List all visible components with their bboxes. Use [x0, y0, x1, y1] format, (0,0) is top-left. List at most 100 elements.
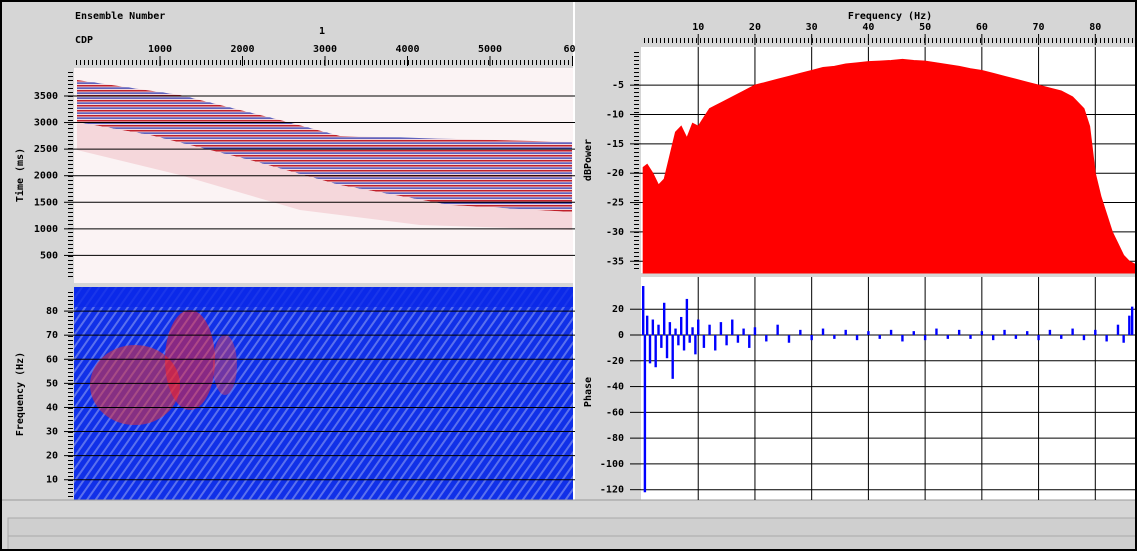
phase-bar [821, 328, 825, 336]
x-tick-label: 2000 [230, 44, 254, 55]
phase-bar [685, 298, 689, 336]
y-tick-label: 20 [46, 451, 58, 462]
phase-bar [748, 335, 751, 348]
phase-bar [677, 335, 680, 346]
x-axis-label: CDP [75, 35, 93, 46]
phase-bar [731, 319, 734, 336]
phase-bar [844, 329, 847, 336]
y-tick-label: 50 [46, 378, 58, 389]
phase-bar [1048, 329, 1052, 336]
phase-bar [1128, 315, 1131, 336]
phase-bar [642, 286, 645, 336]
ensemble-number: 1 [319, 26, 325, 37]
y-tick-label: 3500 [34, 91, 58, 102]
phase-bar [753, 327, 757, 336]
x-tick-label: 70 [1033, 22, 1045, 33]
header-label: Ensemble Number [75, 11, 165, 22]
phase-bar [946, 335, 950, 339]
x-tick-label: 80 [1089, 22, 1101, 33]
y-axis-label: Frequency (Hz) [15, 352, 26, 436]
y-tick-label: -20 [606, 356, 624, 367]
phase-bar [674, 328, 677, 336]
y-tick-label: 2500 [34, 144, 58, 155]
phase-bar [1003, 329, 1006, 336]
y-tick-label: 1500 [34, 197, 58, 208]
minor-ticks [644, 38, 1137, 43]
y-tick-label: 30 [46, 427, 58, 438]
phase-bar [645, 315, 649, 336]
phase-bar [855, 335, 859, 341]
y-tick-label: -120 [600, 485, 624, 496]
phase-bar [935, 328, 938, 336]
phase-bar [1026, 331, 1029, 336]
phase-bar [1037, 335, 1040, 341]
minor-ticks [634, 50, 639, 270]
phase-bar [742, 328, 745, 336]
phase-bar [901, 335, 904, 342]
y-tick-label: -100 [600, 459, 624, 470]
phase-bar [1122, 335, 1125, 343]
y-tick-label: -5 [612, 80, 624, 91]
y-tick-label: 10 [46, 475, 58, 486]
phase-panel [641, 277, 1137, 500]
phase-bar [957, 329, 961, 336]
y-tick-label: -10 [606, 110, 624, 121]
spectrogram-top [74, 287, 575, 307]
y-tick-label: -20 [606, 168, 624, 179]
y-axis-label: dBPower [583, 139, 594, 181]
spectrogram-hotspot [90, 345, 180, 425]
y-tick-label: -80 [606, 433, 624, 444]
y-tick-label: 0 [618, 330, 624, 341]
y-tick-label: 2000 [34, 171, 58, 182]
x-tick-label: 3000 [313, 44, 337, 55]
phase-bar [691, 327, 694, 336]
spectrogram-hotspot [165, 310, 215, 410]
phase-bar [787, 335, 791, 343]
phase-bar [799, 329, 802, 336]
y-tick-label: 60 [46, 354, 58, 365]
phase-bar [657, 324, 660, 336]
phase-bar [867, 331, 870, 336]
phase-bar [654, 335, 657, 368]
phase-bar [697, 319, 700, 336]
phase-bar [682, 335, 686, 351]
phase-bar [1014, 335, 1018, 339]
x-tick-label: 10 [692, 22, 704, 33]
phase-bar [702, 335, 706, 348]
y-tick-label: -40 [606, 382, 624, 393]
phase-bar [1060, 335, 1063, 339]
phase-bar [660, 335, 663, 348]
phase-bar [1116, 324, 1120, 336]
phase-bar [991, 335, 995, 341]
phase-bar [708, 324, 711, 336]
y-tick-label: -30 [606, 227, 624, 238]
y-axis-label: Phase [583, 377, 594, 407]
y-tick-label: -60 [606, 407, 624, 418]
x-tick-label: 20 [749, 22, 761, 33]
seismic-events [77, 80, 572, 212]
x-tick-label: 4000 [395, 44, 419, 55]
spectrum-area [642, 58, 1136, 274]
x-tick-label: 600 [563, 44, 581, 55]
phase-bar [833, 335, 836, 339]
phase-bar [1130, 306, 1134, 336]
y-tick-label: 20 [612, 304, 624, 315]
y-tick-label: 1000 [34, 224, 58, 235]
y-tick-label: 500 [40, 250, 58, 261]
y-tick-label: 70 [46, 330, 58, 341]
phase-bar [651, 319, 655, 336]
minor-ticks [74, 60, 574, 65]
x-axis-label: Frequency (Hz) [848, 11, 932, 22]
y-tick-label: -25 [606, 198, 624, 209]
phase-bar [878, 335, 881, 339]
x-tick-label: 50 [919, 22, 931, 33]
phase-bar [912, 331, 915, 336]
phase-bar [1082, 335, 1086, 341]
minor-ticks [68, 290, 73, 498]
x-tick-label: 40 [862, 22, 874, 33]
status-bar [7, 535, 1137, 551]
phase-bar [1094, 329, 1097, 336]
phase-bar [648, 335, 652, 364]
phase-bar [765, 335, 768, 342]
